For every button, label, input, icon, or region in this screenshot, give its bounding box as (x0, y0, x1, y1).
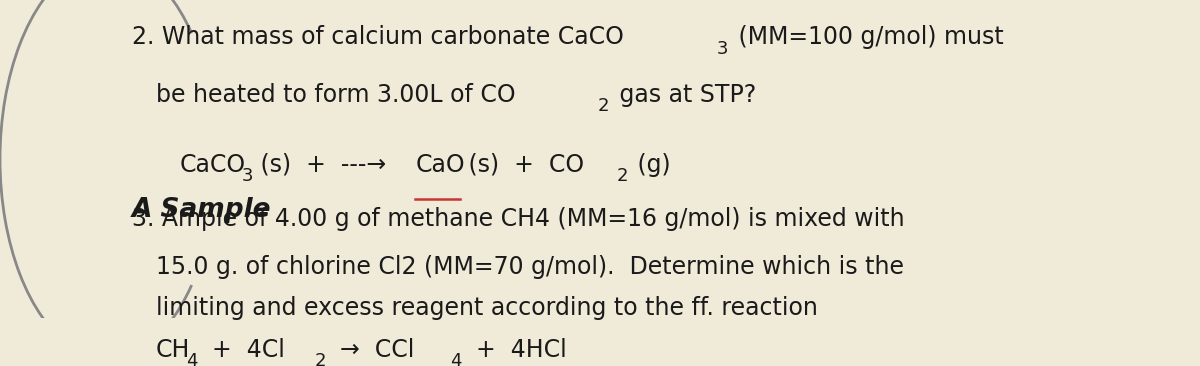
Text: 15.0 g. of chlorine Cl2 (MM=70 g/mol).  Determine which is the: 15.0 g. of chlorine Cl2 (MM=70 g/mol). D… (156, 255, 904, 279)
Text: 2: 2 (598, 97, 610, 115)
Text: →  CCl: → CCl (325, 337, 414, 362)
Text: CaCO: CaCO (180, 153, 246, 177)
Text: A Sample: A Sample (132, 197, 271, 223)
Text: (s)  +  CO: (s) + CO (461, 153, 584, 177)
Text: 4: 4 (450, 352, 462, 366)
Text: 2: 2 (617, 167, 629, 185)
Text: +  4HCl: + 4HCl (461, 337, 566, 362)
Text: 3: 3 (716, 40, 728, 58)
Text: 4: 4 (186, 352, 198, 366)
Text: (s)  +  ---→: (s) + ---→ (253, 153, 386, 177)
Text: gas at STP?: gas at STP? (612, 83, 756, 107)
Text: +  4Cl: + 4Cl (197, 337, 284, 362)
Text: be heated to form 3.00L of CO: be heated to form 3.00L of CO (156, 83, 516, 107)
Text: 3: 3 (241, 167, 253, 185)
Text: CaO: CaO (415, 153, 464, 177)
Text: (g): (g) (630, 153, 671, 177)
Text: 2. What mass of calcium carbonate CaCO: 2. What mass of calcium carbonate CaCO (132, 26, 624, 49)
Text: 3. Ample of 4.00 g of methane CH4 (MM=16 g/mol) is mixed with: 3. Ample of 4.00 g of methane CH4 (MM=16… (132, 207, 905, 231)
Text: 2: 2 (314, 352, 326, 366)
Text: (MM=100 g/mol) must: (MM=100 g/mol) must (731, 26, 1003, 49)
Text: limiting and excess reagent according to the ff. reaction: limiting and excess reagent according to… (156, 296, 818, 320)
Text: CH: CH (156, 337, 191, 362)
